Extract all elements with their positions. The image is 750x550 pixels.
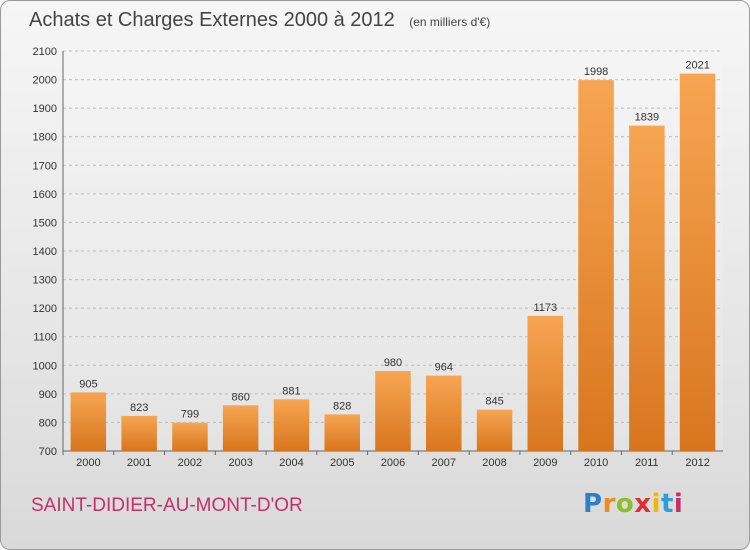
y-tick-label: 1600: [33, 189, 57, 201]
data-label: 964: [435, 362, 453, 374]
bar-2010: [578, 80, 614, 451]
x-tick-label: 2007: [432, 457, 456, 469]
bar-2012: [679, 73, 716, 451]
chart-title-row: Achats et Charges Externes 2000 à 2012 (…: [29, 9, 490, 32]
data-label: 905: [79, 378, 97, 390]
bar-2000: [70, 392, 107, 451]
data-label: 1173: [533, 302, 557, 314]
x-tick-label: 2002: [178, 457, 202, 469]
commune-name: SAINT-DIDIER-AU-MONT-D'OR: [31, 495, 303, 516]
x-tick-label: 2008: [482, 457, 506, 469]
bar-2011: [629, 125, 665, 451]
y-tick-label: 1100: [33, 332, 57, 344]
x-tick-label: 2009: [533, 457, 557, 469]
y-tick-label: 900: [39, 389, 57, 401]
y-tick-label: 800: [39, 417, 57, 429]
y-tick-label: 1500: [33, 217, 57, 229]
data-label: 828: [333, 400, 351, 412]
data-label: 1998: [584, 66, 608, 78]
y-tick-label: 700: [39, 446, 57, 458]
data-label: 980: [384, 357, 402, 369]
bar-2005: [324, 414, 360, 451]
y-tick-label: 1800: [33, 132, 57, 144]
bar-2001: [121, 415, 157, 451]
bar-2003: [222, 405, 259, 451]
data-label: 881: [282, 385, 300, 397]
data-label: 1839: [635, 112, 659, 124]
proxiti-logo: Proxiti: [583, 489, 684, 519]
x-tick-label: 2000: [76, 457, 100, 469]
y-tick-label: 1200: [33, 303, 57, 315]
x-tick-label: 2011: [635, 457, 659, 469]
y-tick-label: 2000: [33, 75, 57, 87]
y-tick-label: 1300: [33, 275, 57, 287]
y-tick-label: 1400: [33, 246, 57, 258]
x-tick-label: 2012: [685, 457, 709, 469]
data-label: 845: [485, 396, 503, 408]
x-tick-label: 2003: [228, 457, 252, 469]
data-label: 799: [181, 409, 199, 421]
bar-2006: [375, 371, 411, 451]
chart-subtitle: (en milliers d'€): [409, 15, 491, 29]
data-label: 860: [232, 391, 250, 403]
x-tick-label: 2004: [279, 457, 303, 469]
chart-title: Achats et Charges Externes 2000 à 2012: [29, 9, 395, 31]
data-label: 823: [130, 402, 148, 414]
x-tick-label: 2006: [381, 457, 405, 469]
bar-2007: [426, 375, 462, 451]
y-tick-label: 1900: [33, 103, 57, 115]
x-tick-label: 2005: [330, 457, 354, 469]
data-label: 2021: [685, 60, 709, 72]
x-tick-label: 2001: [127, 457, 151, 469]
x-tick-label: 2010: [584, 457, 608, 469]
y-tick-label: 1700: [33, 160, 57, 172]
bar-2008: [476, 409, 513, 451]
bar-2009: [527, 315, 563, 451]
y-tick-label: 2100: [33, 46, 57, 58]
y-tick-label: 1000: [33, 360, 57, 372]
bar-2002: [172, 422, 208, 451]
bar-2004: [273, 399, 310, 451]
